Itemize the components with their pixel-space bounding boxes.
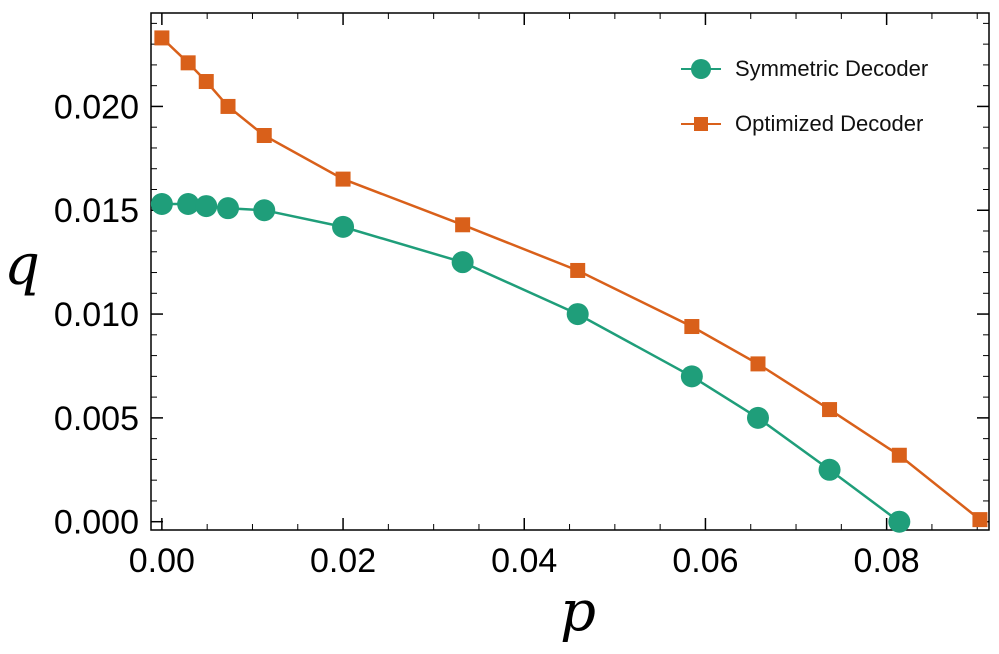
optimized-decoder-point xyxy=(220,98,236,114)
optimized-decoder-point xyxy=(684,319,700,335)
x-tick-label: 0.00 xyxy=(129,542,195,580)
optimized-decoder-point xyxy=(335,171,351,187)
y-axis-title: q xyxy=(4,233,40,298)
optimized-decoder-point xyxy=(455,217,471,233)
optimized-decoder-point xyxy=(750,356,766,372)
optimized-decoder-point xyxy=(154,30,170,46)
symmetric-decoder-point xyxy=(451,251,474,274)
x-tick-label: 0.06 xyxy=(672,542,738,580)
legend: Symmetric Decoder Optimized Decoder xyxy=(681,56,928,136)
x-tick-label: 0.02 xyxy=(310,542,376,580)
x-tick-label: 0.08 xyxy=(854,542,920,580)
x-axis-title: p xyxy=(560,579,596,644)
optimized-decoder-point xyxy=(822,402,838,418)
optimized-decoder-point xyxy=(570,262,586,278)
y-axis-ticks: 0.000 0.005 0.010 0.015 0.020 xyxy=(54,22,989,542)
y-tick-label: 0.005 xyxy=(54,400,139,438)
symmetric-decoder-point xyxy=(150,193,173,216)
y-tick-label: 0.000 xyxy=(54,504,139,542)
optimized-decoder-point xyxy=(972,512,988,528)
symmetric-decoder-point xyxy=(888,510,911,533)
y-tick-label: 0.010 xyxy=(54,296,139,334)
symmetric-decoder-point xyxy=(177,193,200,216)
series-layer xyxy=(150,30,988,533)
x-axis-ticks: 0.00 0.02 0.04 0.06 0.08 xyxy=(129,13,978,580)
legend-marker-optimized xyxy=(694,117,708,131)
symmetric-decoder-point xyxy=(746,406,769,429)
optimized-decoder-point xyxy=(180,55,196,71)
y-tick-label: 0.020 xyxy=(54,88,139,126)
symmetric-decoder-point xyxy=(217,197,240,220)
symmetric-decoder-point xyxy=(680,365,703,388)
legend-label-optimized: Optimized Decoder xyxy=(735,111,923,136)
y-tick-label: 0.015 xyxy=(54,192,139,230)
symmetric-decoder-point xyxy=(253,199,276,222)
symmetric-decoder-point xyxy=(818,458,841,481)
optimized-decoder-point xyxy=(256,128,272,144)
legend-marker-symmetric xyxy=(691,59,711,79)
x-tick-label: 0.04 xyxy=(491,542,557,580)
symmetric-decoder-point xyxy=(332,215,355,238)
plot-frame xyxy=(150,12,990,531)
optimized-decoder-point xyxy=(198,74,214,90)
legend-label-symmetric: Symmetric Decoder xyxy=(735,56,928,81)
optimized-decoder-point xyxy=(891,447,907,463)
symmetric-decoder-point xyxy=(566,303,589,326)
symmetric-decoder-point xyxy=(195,195,218,218)
